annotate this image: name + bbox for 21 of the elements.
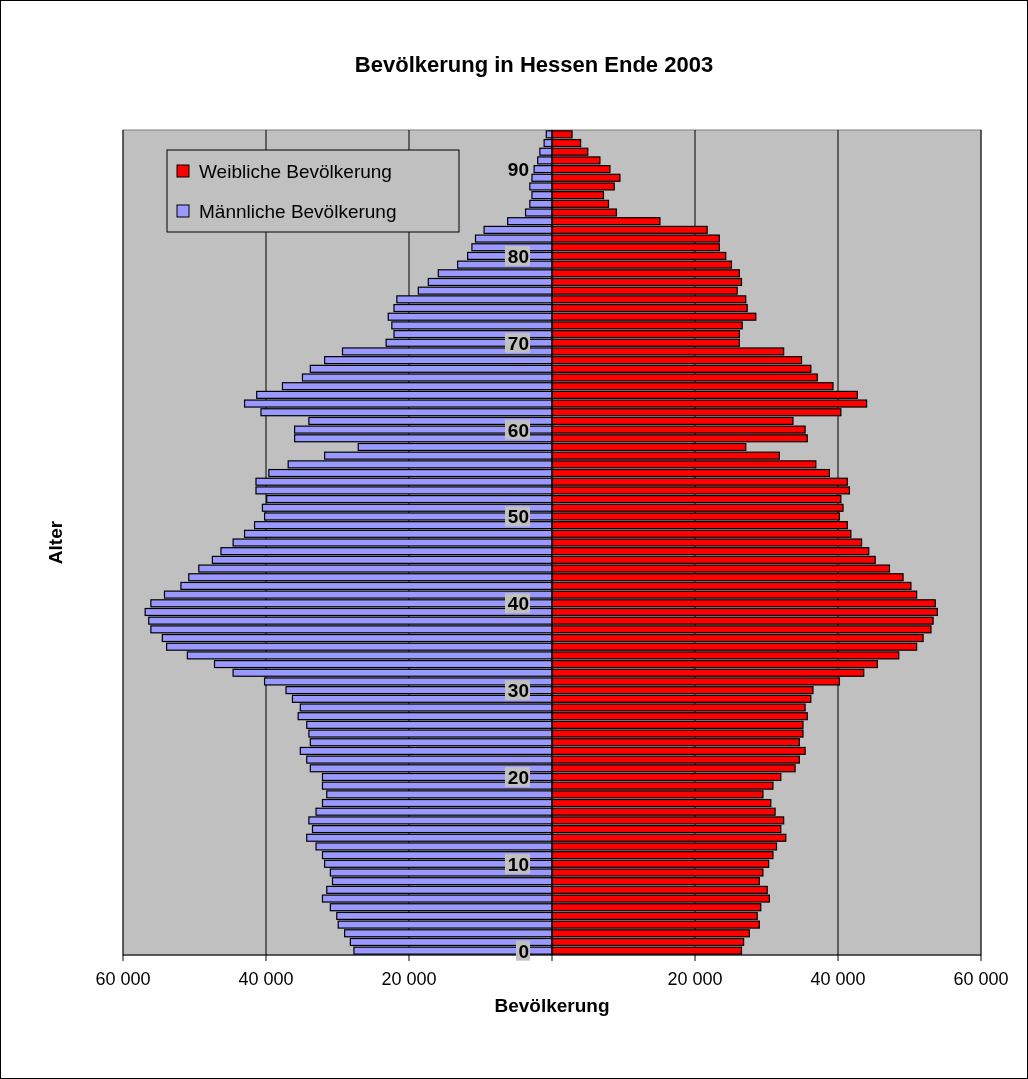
x-tick-label: 40 000 <box>810 969 866 989</box>
legend-label: Männliche Bevölkerung <box>199 201 397 222</box>
x-tick-label: 20 000 <box>667 969 723 989</box>
y-tick-label: 20 <box>507 766 529 788</box>
y-tick-label: 70 <box>507 332 529 354</box>
x-axis-title: Bevölkerung <box>494 995 610 1016</box>
x-tick-label: 20 000 <box>381 969 437 989</box>
y-tick-label: 50 <box>507 506 529 528</box>
legend-label: Weibliche Bevölkerung <box>199 161 392 182</box>
chart-title: Bevölkerung in Hessen Ende 2003 <box>354 52 714 77</box>
y-tick-label: 10 <box>507 853 529 875</box>
y-tick-label: 40 <box>507 593 529 615</box>
y-tick-label: 80 <box>507 245 529 267</box>
y-axis-title: Alter <box>45 520 66 565</box>
x-tick-label: 60 000 <box>953 969 1009 989</box>
y-tick-label: 90 <box>507 159 529 181</box>
y-tick-label: 0 <box>518 940 529 962</box>
x-tick-label: 60 000 <box>95 969 151 989</box>
y-tick-label: 60 <box>507 419 529 441</box>
y-tick-label: 30 <box>507 680 529 702</box>
x-tick-label: 40 000 <box>238 969 294 989</box>
